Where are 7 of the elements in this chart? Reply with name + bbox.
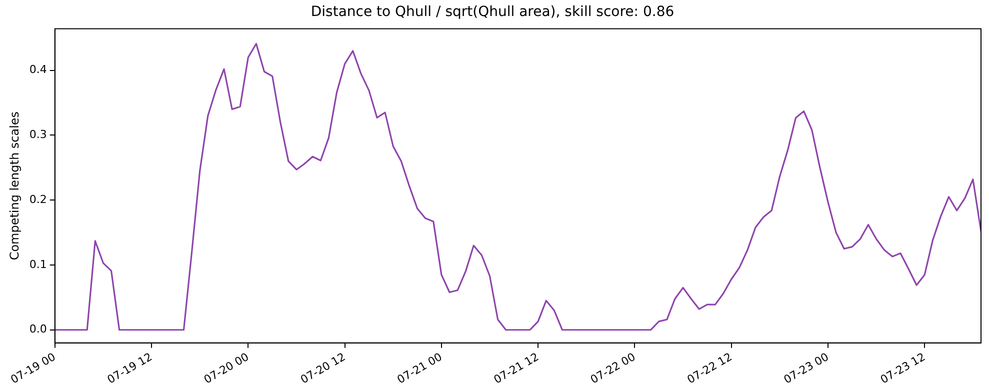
y-axis-title: Competing length scales: [7, 111, 22, 260]
y-tick-label: 0.2: [29, 192, 47, 206]
chart-title: Distance to Qhull / sqrt(Qhull area), skill score: 0.86: [310, 4, 674, 20]
y-tick-label: 0.1: [29, 258, 47, 271]
y-tick-label: 0.4: [29, 63, 47, 76]
y-tick-label: 0.3: [29, 128, 47, 142]
y-tick-label: 0.0: [29, 322, 47, 336]
